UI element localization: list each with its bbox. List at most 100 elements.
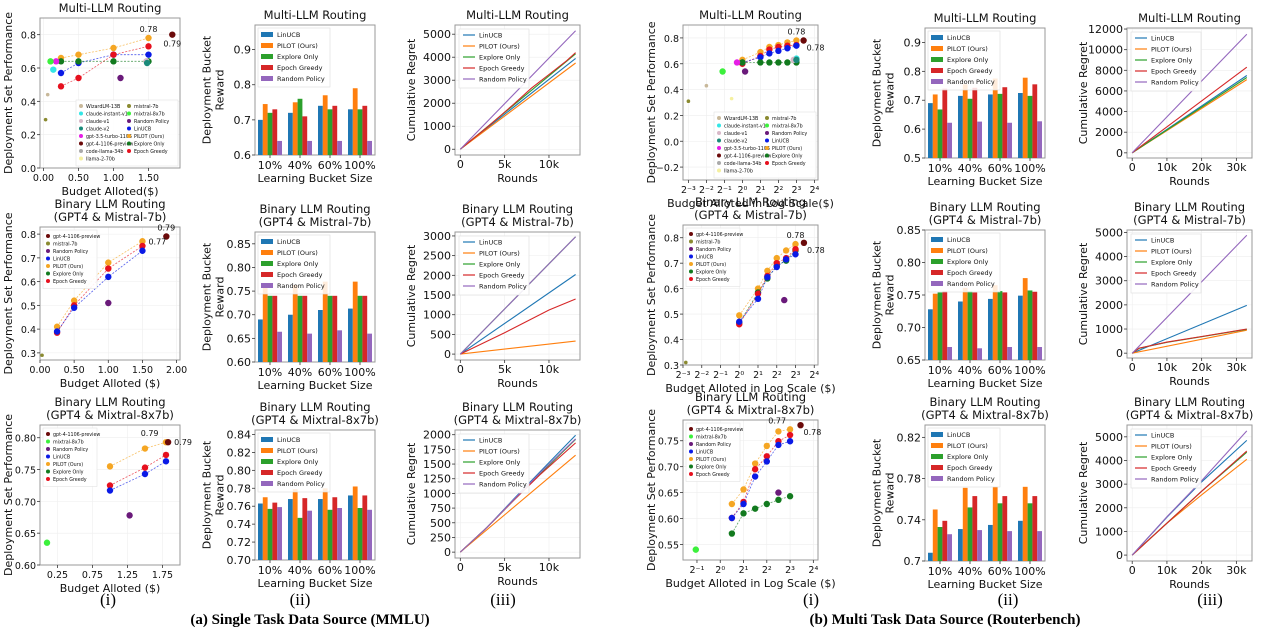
legend-marker	[46, 447, 50, 451]
legend: LinUCB PILOT (Ours) Explore Only Epoch Gree…	[458, 235, 530, 296]
x-axis-label: Budget Alloted($)	[61, 185, 158, 198]
chart-title: Multi-LLM Routing	[264, 8, 367, 22]
y-tick-label: 3000	[423, 230, 451, 243]
point-linucb	[740, 500, 747, 508]
annotation: 0.78	[807, 44, 825, 53]
x-tick-label: 0	[1129, 564, 1136, 577]
plot-frame	[924, 424, 1046, 562]
legend-swatch	[931, 35, 943, 40]
legend-label: Random Policy	[1151, 281, 1199, 289]
bar-random-policy-40pct	[307, 140, 312, 155]
annotation: 0.79	[141, 429, 159, 438]
y-tick-label: −0.2	[656, 163, 679, 174]
legend-marker	[689, 449, 693, 454]
point-pilot-ours-	[740, 486, 747, 493]
y-tick-label: 0.8	[664, 34, 679, 45]
plot-frame	[682, 24, 819, 181]
y-tick-label: 0.70	[227, 554, 252, 567]
point-epoch-greedy	[105, 265, 112, 272]
point-claude-instant-v1	[50, 66, 57, 73]
x-tick-label: 0.00	[33, 173, 54, 184]
legend-label: Explore Only	[277, 53, 318, 61]
y-tick-label: 2000	[423, 429, 451, 442]
bar-explore-only-60pct	[327, 295, 333, 362]
point-pilot-ours-	[145, 34, 152, 42]
legend-swatch	[931, 432, 943, 437]
legend-swatch	[261, 239, 273, 244]
point-claude-v2	[143, 59, 151, 67]
y-axis-label: Cumulative Regret	[1077, 242, 1090, 345]
bar-epoch-greedy-60pct	[332, 295, 338, 362]
x-tick-label: 10k	[1157, 161, 1178, 174]
point-gpt-4-1106-preview	[797, 421, 804, 429]
y-tick-label: 0	[444, 546, 451, 559]
line-explore-only	[1131, 77, 1248, 154]
y-tick-label: 2000	[423, 97, 451, 110]
legend-label: Explore Only	[1151, 259, 1192, 267]
bar-random-policy-100pct	[1037, 531, 1042, 561]
bar-epoch-greedy-10pct	[942, 291, 948, 360]
legend-swatch	[261, 481, 273, 486]
legend-label: mixtral-8x7b	[696, 435, 727, 441]
bar-explore-only-60pct	[327, 109, 333, 155]
legend-label: LinUCB	[1151, 35, 1174, 43]
x-tick-label: 20k	[1191, 564, 1212, 577]
point-linucb	[141, 470, 149, 478]
legend-label: Random Policy	[479, 76, 527, 84]
point-llama-2-70b	[729, 96, 734, 101]
bar-pilot-ours--60pct	[322, 488, 328, 560]
bar-explore-only-100pct	[357, 508, 363, 560]
bar-explore-only-100pct	[1027, 95, 1033, 158]
x-tick-label: 0	[457, 363, 464, 376]
point-pilot-ours-	[782, 247, 790, 254]
x-tick-label: 60%	[988, 162, 1012, 175]
point-mistral-7b	[686, 99, 691, 104]
bar-linucb-100pct	[1018, 520, 1023, 561]
y-tick-label: 4000	[1095, 106, 1123, 119]
legend-box	[1130, 428, 1202, 489]
point-epoch-greedy	[751, 466, 759, 473]
x-tick-label: 2.00	[166, 365, 187, 376]
legend-marker	[46, 432, 50, 436]
bar-random-policy-60pct	[337, 508, 342, 560]
bar-pilot-ours--10pct	[262, 286, 268, 362]
plot-frame	[924, 27, 1046, 159]
legend-label: Explore Only	[947, 453, 988, 461]
chart-title: Multi-LLM Routing	[934, 11, 1037, 25]
legend-swatch	[931, 476, 943, 481]
y-tick-label: 0.65	[15, 529, 36, 540]
y-axis-label: Cumulative Regret	[405, 244, 418, 347]
bar-pilot-ours--10pct	[262, 497, 268, 560]
legend-swatch	[261, 448, 273, 453]
legend-label: Random Policy	[772, 131, 807, 137]
point-pilot-ours-	[736, 312, 743, 319]
bar-epoch-greedy-100pct	[362, 105, 368, 155]
legend-label: Random Policy	[277, 480, 325, 488]
group-caption-a: (a) Single Task Data Source (MMLU)	[190, 612, 430, 628]
point-epoch-greedy	[110, 51, 117, 58]
legend-label: gpt-4-1106-preview	[724, 154, 771, 160]
point-mixtral-8x7b	[692, 546, 700, 553]
point-linucb	[105, 273, 112, 281]
x-axis-label: Learning Bucket Size	[928, 377, 1043, 390]
x-axis-label: Budget Alloted in Log Scale($)	[667, 197, 834, 210]
point-linucb	[763, 458, 770, 465]
x-tick-label: 100%	[344, 159, 375, 172]
x-tick-label: 10k	[539, 363, 560, 376]
legend-marker	[689, 442, 693, 446]
trend-pilot-ours-	[109, 441, 167, 467]
x-tick-label: 2⁻³	[676, 370, 691, 381]
legend: LinUCB PILOT (Ours) Explore Only Epoch Gree…	[257, 234, 331, 295]
point-linucb	[784, 45, 791, 52]
bar-pilot-ours--10pct	[932, 509, 938, 561]
legend-label: Epoch Greedy	[696, 472, 730, 478]
legend-box	[42, 427, 98, 487]
y-tick-label: 3000	[1095, 478, 1123, 491]
x-axis-label: Learning Bucket Size	[258, 172, 373, 185]
legend-swatch	[931, 259, 943, 264]
y-tick-label: 10000	[1088, 44, 1123, 57]
point-epoch-greedy	[786, 431, 794, 439]
y-tick-label: 0.80	[897, 257, 922, 270]
y-tick-label: 0.70	[15, 497, 36, 508]
